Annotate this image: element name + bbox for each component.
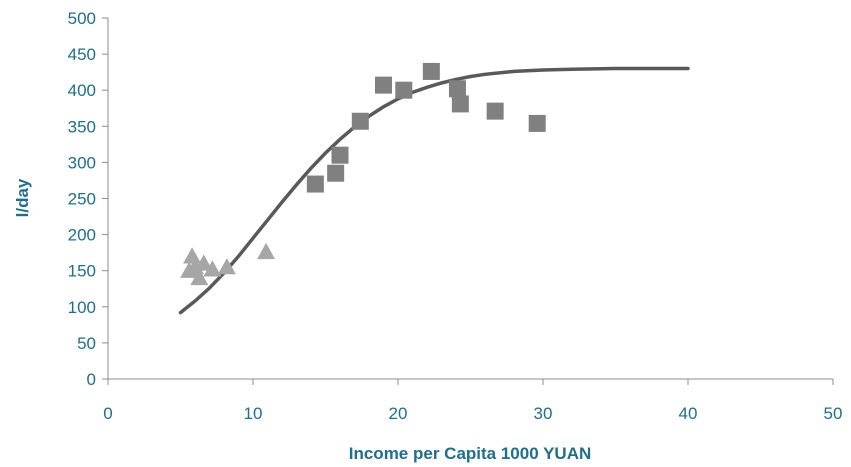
- triangle-point: [203, 260, 222, 277]
- axes: 0 50 100 150 200 250 300 350 400 450 500 0 10 20 30 40 5…: [68, 9, 843, 423]
- chart-marks: [178, 62, 690, 315]
- square-point: [331, 146, 349, 164]
- triangle-point: [194, 254, 213, 271]
- square-point: [486, 102, 504, 120]
- triangle-point: [190, 268, 209, 286]
- y-tick-label: 50: [77, 334, 96, 353]
- square-point: [351, 112, 369, 130]
- triangle-point: [257, 242, 276, 260]
- square-point: [327, 164, 345, 182]
- triangle-point: [183, 247, 202, 264]
- square-point: [448, 80, 466, 98]
- triangle-point: [217, 258, 236, 275]
- x-tick-label: 20: [389, 404, 408, 423]
- square-point: [306, 175, 324, 193]
- square-point: [451, 95, 469, 113]
- x-axis-title: Income per Capita 1000 YUAN: [349, 444, 592, 463]
- y-tick-label: 350: [68, 117, 96, 136]
- square-point: [422, 62, 440, 80]
- square-point: [395, 81, 413, 99]
- y-tick-label: 150: [68, 262, 96, 281]
- y-tick-label: 100: [68, 298, 96, 317]
- x-tick-label: 50: [824, 404, 843, 423]
- y-axis-title: l/day: [13, 178, 32, 217]
- y-tick-label: 250: [68, 190, 96, 209]
- y-tick-label: 450: [68, 45, 96, 64]
- square-point: [528, 114, 546, 132]
- x-tick-label: 40: [679, 404, 698, 423]
- y-tick-label: 400: [68, 81, 96, 100]
- fit-curve: [178, 66, 690, 315]
- y-tick-label: 300: [68, 153, 96, 172]
- x-tick-label: 0: [103, 404, 112, 423]
- x-tick-label: 30: [534, 404, 553, 423]
- y-tick-label: 200: [68, 226, 96, 245]
- y-tick-label: 0: [87, 370, 96, 389]
- x-tick-label: 10: [244, 404, 263, 423]
- y-tick-label: 500: [68, 9, 96, 28]
- square-point: [375, 76, 392, 94]
